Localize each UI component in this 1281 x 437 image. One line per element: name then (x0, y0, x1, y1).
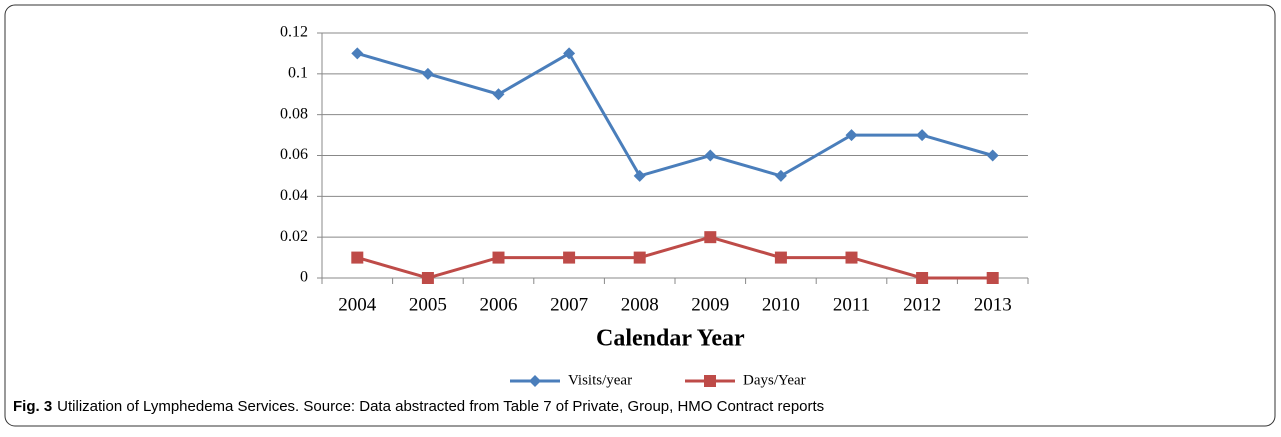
marker (916, 272, 929, 284)
x-tick-label: 2006 (480, 294, 518, 315)
y-tick-label: 0.1 (288, 65, 308, 82)
marker (704, 149, 717, 162)
x-tick-label: 2008 (621, 294, 659, 315)
series-line (356, 235, 993, 280)
marker (633, 169, 646, 182)
x-tick-label: 2005 (409, 294, 447, 315)
caption-label: Fig. 3 (13, 398, 52, 415)
marker (351, 251, 364, 264)
marker (774, 169, 787, 182)
x-tick-label: 2010 (762, 294, 800, 315)
legend-label: Days/Year (743, 372, 806, 388)
marker (633, 251, 646, 264)
x-tick-label: 2004 (338, 294, 377, 315)
frame (4, 4, 1276, 427)
series-line (356, 51, 994, 178)
x-tick-label: 2011 (833, 294, 870, 315)
marker (916, 129, 929, 142)
marker (351, 47, 364, 60)
marker (529, 375, 541, 387)
marker (845, 129, 858, 142)
marker (986, 149, 999, 162)
y-tick-label: 0.04 (280, 187, 308, 204)
marker (492, 251, 505, 264)
y-tick-label: 0 (300, 269, 308, 286)
x-tick-label: 2007 (550, 294, 588, 315)
x-tick-label: 2012 (903, 294, 941, 315)
marker (704, 231, 717, 244)
marker (704, 375, 716, 387)
caption: Fig. 3 Utilization of Lymphedema Services… (13, 398, 824, 415)
marker (563, 47, 576, 60)
marker (492, 88, 505, 101)
y-tick-label: 0.06 (280, 146, 308, 163)
marker (845, 251, 858, 264)
marker (563, 251, 576, 264)
marker (774, 251, 787, 264)
y-tick-label: 0.12 (280, 24, 308, 41)
y-tick-label: 0.08 (280, 105, 308, 122)
marker (421, 272, 434, 284)
x-tick-label: 2009 (691, 294, 729, 315)
caption-text: Utilization of Lymphedema Services. Sour… (57, 398, 824, 415)
x-tick-label: 2013 (974, 294, 1012, 315)
legend-label: Visits/year (568, 372, 632, 388)
marker (986, 272, 999, 284)
y-tick-label: 0.02 (280, 228, 308, 245)
x-axis-label: Calendar Year (596, 326, 745, 352)
marker (421, 67, 434, 80)
